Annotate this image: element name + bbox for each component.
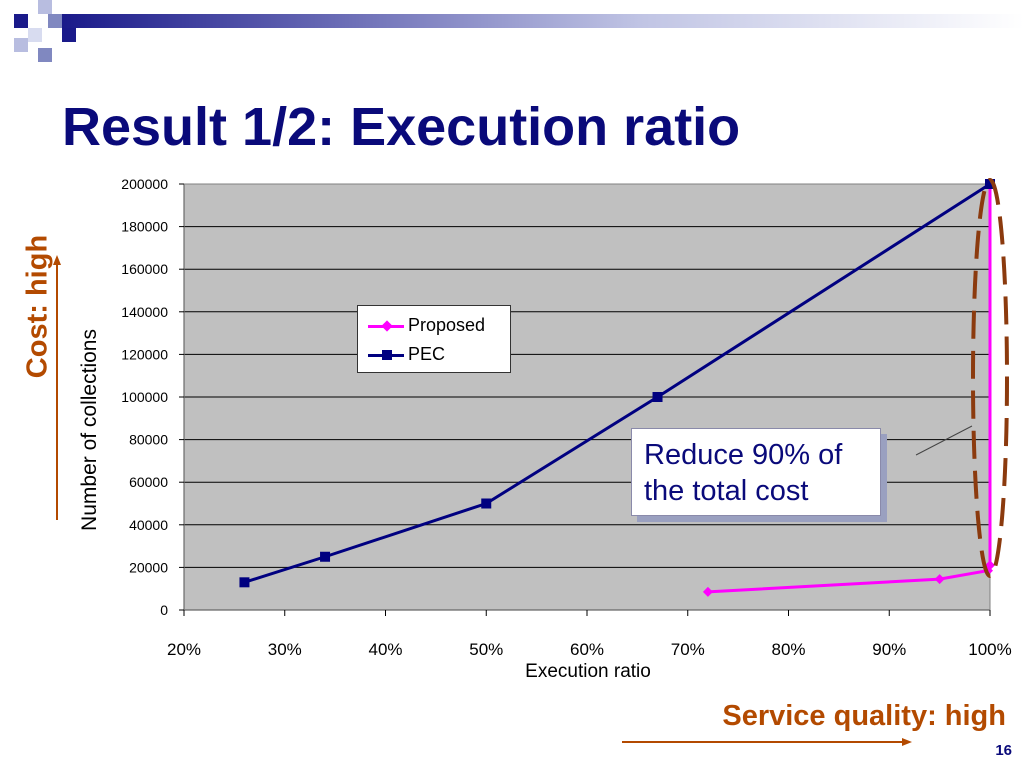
y-tick-label: 20000 — [129, 559, 168, 575]
x-tick-label: 80% — [771, 640, 805, 659]
callout-pointer — [915, 425, 973, 456]
service-quality-label: Service quality: high — [722, 700, 1006, 732]
data-point-proposed — [702, 586, 713, 597]
square-icon — [382, 350, 392, 360]
data-point-pec — [320, 551, 331, 562]
page-number: 16 — [995, 742, 1012, 759]
y-tick-label: 40000 — [129, 517, 168, 533]
header-gradient-bar — [62, 14, 1024, 28]
data-point-proposed — [934, 574, 945, 585]
highlight-ellipse — [971, 178, 1009, 578]
x-tick-label: 90% — [872, 640, 906, 659]
y-tick-label: 80000 — [129, 432, 168, 448]
x-tick-label: 100% — [968, 640, 1011, 659]
x-tick-label: 30% — [268, 640, 302, 659]
x-tick-label: 50% — [469, 640, 503, 659]
quality-arrowhead — [902, 738, 912, 746]
data-point-pec — [239, 577, 250, 588]
legend-label-proposed: Proposed — [408, 315, 486, 335]
cost-high-label: Cost: high — [21, 234, 54, 379]
x-tick-label: 20% — [167, 640, 201, 659]
legend-label-pec: PEC — [408, 344, 446, 364]
x-tick-label: 40% — [368, 640, 402, 659]
data-point-proposed — [985, 560, 995, 571]
corner-decoration — [0, 0, 80, 62]
y-tick-label: 0 — [160, 602, 168, 618]
chart-legend: Proposed PEC — [357, 305, 511, 373]
y-tick-label: 180000 — [121, 219, 168, 235]
data-point-pec — [652, 392, 663, 402]
x-tick-label: 70% — [671, 640, 705, 659]
y-tick-label: 200000 — [121, 176, 168, 192]
y-tick-label: 100000 — [121, 389, 168, 405]
data-point-pec — [481, 498, 492, 509]
legend-item-proposed: Proposed — [368, 315, 508, 337]
data-point-pec — [985, 179, 995, 189]
cost-arrowhead — [53, 255, 61, 265]
y-tick-label: 120000 — [121, 346, 168, 362]
slide-title: Result 1/2: Execution ratio — [62, 97, 741, 157]
y-tick-label: 160000 — [121, 261, 168, 277]
legend-item-pec: PEC — [368, 344, 508, 366]
x-axis-label: Execution ratio — [525, 661, 651, 682]
callout-box: Reduce 90% of the total cost — [631, 428, 881, 516]
y-tick-label: 60000 — [129, 474, 168, 490]
y-axis-label: Number of collections — [78, 329, 101, 531]
x-tick-label: 60% — [570, 640, 604, 659]
diamond-icon — [381, 320, 393, 332]
y-tick-label: 140000 — [121, 304, 168, 320]
